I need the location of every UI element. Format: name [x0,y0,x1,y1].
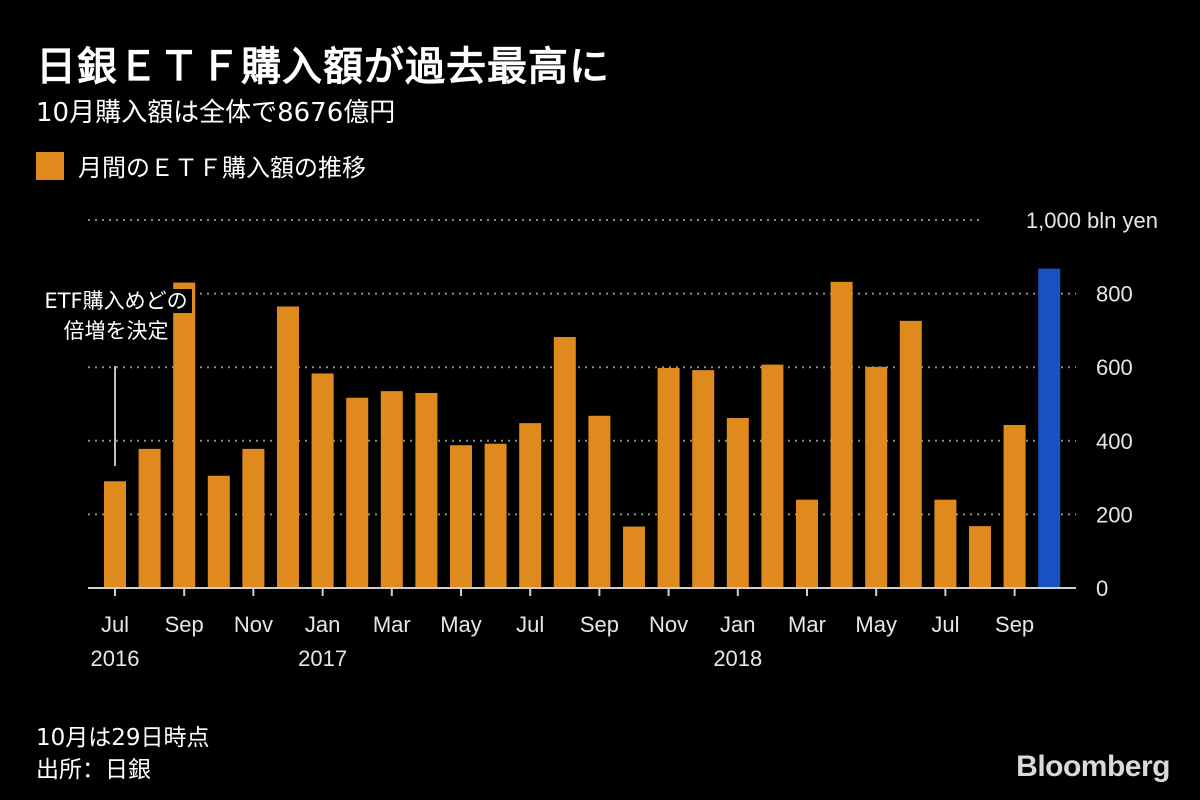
x-tick-label: Nov [649,612,688,637]
x-tick-label: Sep [995,612,1034,637]
x-tick-label: Jul [101,612,129,637]
x-tick-label: May [855,612,897,637]
bar [519,423,542,588]
bar [553,337,576,588]
bar [899,320,922,588]
x-tick-label: Sep [165,612,204,637]
y-tick-label: 400 [1096,429,1133,454]
bar [1003,424,1026,588]
annotation: ETF購入めどの 倍増を決定 [26,286,206,346]
x-tick-label: May [440,612,482,637]
annotation-line-2: 倍増を決定 [59,319,173,343]
legend-label: 月間のＥＴＦ購入額の推移 [78,154,366,182]
x-year-label: 2017 [298,646,347,671]
bar [346,397,369,588]
bar [796,499,818,588]
bar [207,475,230,588]
y-tick-label: 600 [1096,355,1133,380]
y-tick-label: 0 [1096,576,1108,601]
bar [934,499,957,588]
x-tick-label: Jan [305,612,340,637]
annotation-line-1: ETF購入めどの [40,289,192,313]
bar [138,448,161,588]
bar [588,415,611,588]
x-tick-label: Mar [788,612,826,637]
x-tick-label: Mar [373,612,411,637]
bar [277,306,299,588]
bar [623,526,645,588]
bar [761,364,784,588]
x-tick-label: Jul [931,612,959,637]
bar-highlight [1038,268,1061,588]
bloomberg-logo: Bloomberg [1016,750,1170,783]
bar [865,366,888,588]
bar [830,281,853,588]
x-tick-label: Jul [516,612,544,637]
footnote-note: 10月は29日時点 [36,725,210,751]
bar [415,392,438,588]
bar [692,370,715,588]
bar [173,282,196,588]
legend-swatch [36,151,64,180]
bar [380,391,403,588]
bar [969,526,991,588]
y-tick-label: 200 [1096,502,1133,527]
bar [104,481,126,588]
chart-subtitle: 10月購入額は全体で8676億円 [36,98,396,128]
x-tick-label: Nov [234,612,273,637]
x-tick-label: Sep [580,612,619,637]
footnote-source: 出所：日銀 [36,757,151,783]
legend: 月間のＥＴＦ購入額の推移 [36,148,366,183]
bar [484,443,507,588]
bar [311,373,334,588]
x-tick-label: Jan [720,612,755,637]
y-unit-label: 1,000 bln yen [1026,208,1158,233]
bar [450,445,472,588]
chart-title: 日銀ＥＴＦ購入額が過去最高に [36,44,610,90]
bar [242,448,265,588]
y-tick-label: 800 [1096,282,1133,307]
x-year-label: 2018 [713,646,762,671]
bar [657,367,680,588]
x-year-label: 2016 [91,646,140,671]
bar [726,417,749,588]
